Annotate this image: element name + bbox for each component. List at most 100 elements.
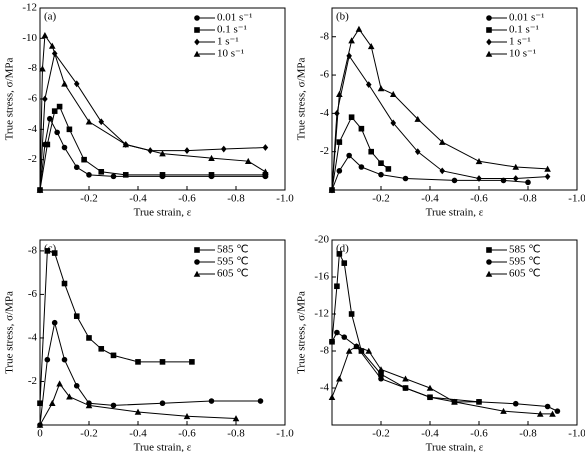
legend-marker <box>486 259 492 265</box>
marker <box>389 90 397 98</box>
marker <box>73 383 80 389</box>
x-tick-label: -0.6 <box>470 428 488 440</box>
marker <box>439 167 446 175</box>
marker <box>348 37 355 44</box>
marker <box>48 399 56 407</box>
y-tick-label: -6 <box>28 93 38 105</box>
y-axis-label: True stress, σ/MPa <box>296 291 308 374</box>
marker <box>232 415 240 422</box>
y-axis-label: True stress, σ/MPa <box>4 57 16 140</box>
marker <box>554 408 561 414</box>
legend-marker <box>193 270 201 277</box>
legend-marker <box>486 15 492 21</box>
marker <box>451 398 458 405</box>
plot-frame <box>39 239 286 426</box>
marker <box>476 175 482 182</box>
marker <box>262 168 269 175</box>
marker <box>61 80 68 87</box>
series-line <box>39 52 266 191</box>
x-tick-label: -0.2 <box>80 193 97 205</box>
legend-label: 0.1 s⁻¹ <box>509 24 539 36</box>
marker <box>51 108 58 114</box>
plot-frame <box>331 239 578 426</box>
series-line <box>331 54 548 191</box>
marker <box>244 157 252 164</box>
legend-label: 1 s⁻¹ <box>509 36 531 48</box>
marker <box>365 81 372 89</box>
marker <box>56 380 63 387</box>
legend-label: 10 s⁻¹ <box>509 48 536 60</box>
plot-frame <box>331 7 578 191</box>
marker <box>336 168 343 174</box>
legend-label: 595 ℃ <box>509 256 541 268</box>
x-tick-label: -0.4 <box>129 428 147 440</box>
marker <box>438 138 446 145</box>
marker <box>51 319 58 326</box>
marker <box>345 347 353 354</box>
marker <box>525 179 531 186</box>
marker <box>98 346 105 352</box>
marker <box>378 160 384 166</box>
marker <box>73 313 80 319</box>
marker <box>402 375 409 382</box>
y-axis-label: True stress, σ/MPa <box>296 57 308 140</box>
marker <box>110 402 117 409</box>
legend-marker <box>485 270 493 277</box>
legend-marker <box>193 50 201 57</box>
legend-marker <box>486 27 492 33</box>
y-tick-label: -2 <box>28 375 37 387</box>
x-axis-label: True strain, ε <box>426 207 484 219</box>
x-tick-label: -0.4 <box>129 193 147 205</box>
marker <box>348 114 355 120</box>
marker <box>358 125 365 132</box>
marker <box>98 118 105 126</box>
x-tick-label: -0.4 <box>421 193 439 205</box>
marker <box>500 407 507 414</box>
marker <box>135 359 141 365</box>
x-tick-label: -1.0 <box>276 193 294 205</box>
legend-label: 585 ℃ <box>509 244 541 256</box>
marker <box>341 334 348 340</box>
marker <box>110 173 117 180</box>
marker <box>262 144 269 151</box>
marker <box>536 410 544 417</box>
marker <box>159 400 166 407</box>
marker <box>475 157 483 165</box>
marker <box>341 260 348 266</box>
marker <box>377 366 385 373</box>
marker <box>85 118 93 125</box>
legend-marker <box>194 247 200 253</box>
marker <box>98 169 105 175</box>
marker <box>512 175 519 182</box>
legend-label: 605 ℃ <box>509 268 541 280</box>
marker <box>368 148 374 155</box>
x-tick-label: -0.6 <box>178 428 196 440</box>
marker <box>56 103 63 110</box>
legend-marker <box>486 38 492 46</box>
marker <box>378 375 384 382</box>
marker <box>134 408 142 415</box>
marker <box>544 403 551 410</box>
marker <box>355 25 363 32</box>
x-tick-label: -0.2 <box>372 193 389 205</box>
y-tick-label: -4 <box>320 107 330 119</box>
marker <box>66 126 73 133</box>
marker <box>402 385 409 391</box>
x-tick-label: -0.4 <box>421 428 439 440</box>
y-tick-label: -6 <box>28 288 38 300</box>
marker <box>334 109 340 117</box>
marker <box>61 280 68 287</box>
marker <box>159 150 166 157</box>
marker <box>257 398 264 404</box>
legend-label: 0.01 s⁻¹ <box>217 12 252 24</box>
y-tick-label: -8 <box>28 244 38 256</box>
marker <box>42 95 48 103</box>
marker <box>451 177 458 184</box>
x-tick-label: -0.8 <box>227 428 245 440</box>
marker <box>476 399 482 405</box>
legend-label: 0.1 s⁻¹ <box>217 24 247 36</box>
series-line <box>39 250 192 404</box>
marker <box>346 152 352 159</box>
marker <box>44 248 51 254</box>
marker <box>36 421 44 428</box>
